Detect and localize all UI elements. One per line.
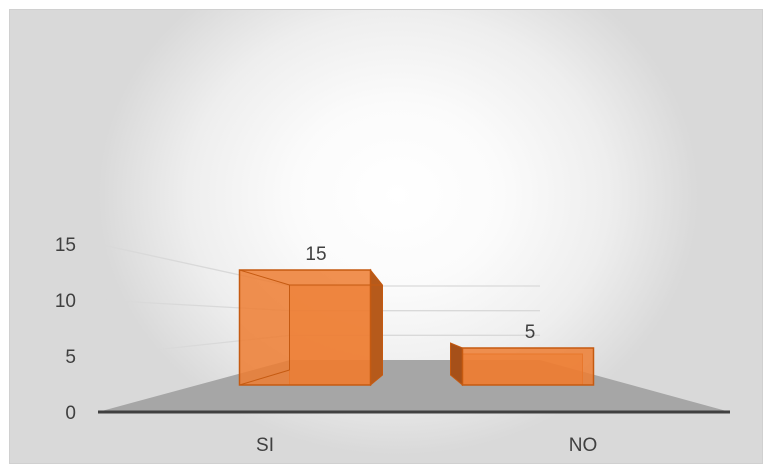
y-tick-label: 5 <box>65 347 76 368</box>
bar-no <box>450 342 595 387</box>
x-category-label: SI <box>256 435 274 456</box>
data-label: 15 <box>305 244 326 265</box>
y-tick-label: 15 <box>55 235 76 256</box>
chart-floor <box>98 360 730 412</box>
chart-area: 0 5 10 15 SI NO 15 5 <box>9 9 763 464</box>
y-tick-label: 0 <box>65 403 76 424</box>
x-category-label: NO <box>569 435 598 456</box>
bar-chart-3d: 0 5 10 15 SI NO 15 5 <box>55 235 730 456</box>
data-label: 5 <box>525 322 536 343</box>
bar-si <box>238 268 383 387</box>
y-tick-label: 10 <box>55 291 76 312</box>
